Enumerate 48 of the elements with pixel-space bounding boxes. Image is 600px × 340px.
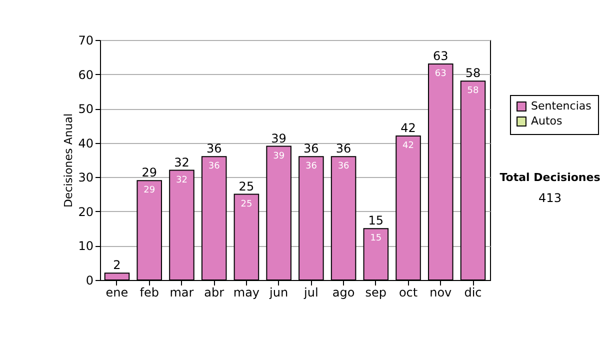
- y-tick-label: 0: [86, 274, 94, 288]
- total-label: 15: [368, 214, 384, 228]
- total-label: 36: [206, 142, 222, 156]
- y-tick-label: 30: [78, 170, 94, 185]
- legend-label: Autos: [531, 114, 563, 128]
- data-label: 58: [467, 86, 480, 96]
- data-label: 32: [176, 175, 188, 186]
- total-label: 63: [433, 49, 448, 63]
- x-tick-label: jul: [303, 286, 318, 300]
- x-tick-label: feb: [140, 286, 159, 300]
- total-label: 42: [400, 121, 416, 135]
- y-axis-title: Decisiones Anual: [62, 113, 76, 208]
- data-label: 36: [208, 162, 220, 172]
- text: Total Decisiones: [500, 171, 600, 184]
- x-tick-label: nov: [430, 286, 452, 300]
- data-label: 42: [402, 141, 414, 151]
- x-tick-label: oct: [398, 286, 418, 300]
- total-label: 29: [142, 166, 157, 180]
- y-tick-label: 70: [78, 34, 94, 48]
- x-tick-label: sep: [365, 286, 387, 300]
- x-tick-label: abr: [204, 286, 224, 300]
- data-label: 29: [144, 186, 156, 196]
- x-tick-label: mar: [170, 286, 194, 300]
- y-tick-label: 10: [78, 239, 94, 254]
- data-label: 39: [273, 151, 285, 162]
- total-label: 58: [465, 66, 481, 80]
- data-label: 25: [240, 199, 252, 210]
- x-tick-label: dic: [464, 286, 482, 300]
- y-tick-label: 20: [78, 204, 94, 219]
- data-label: 36: [305, 162, 318, 172]
- total-label: 25: [238, 179, 254, 194]
- legend-label: Sentencias: [531, 100, 592, 112]
- x-tick-label: jun: [268, 286, 288, 300]
- x-tick-label: ago: [332, 286, 355, 300]
- total-label: 36: [336, 142, 352, 156]
- total-label: 36: [304, 142, 319, 156]
- total-label: 2: [113, 258, 121, 272]
- total-label: 39: [271, 131, 286, 146]
- text: 413: [538, 191, 562, 205]
- data-label: 63: [434, 69, 446, 79]
- x-tick-label: ene: [106, 286, 128, 300]
- y-tick-label: 60: [78, 68, 94, 82]
- data-label: 15: [370, 234, 382, 244]
- total-label: 32: [174, 155, 190, 170]
- data-label: 36: [338, 162, 350, 172]
- y-tick-label: 40: [78, 136, 94, 150]
- y-tick-label: 50: [78, 102, 94, 116]
- x-tick-label: may: [233, 286, 260, 300]
